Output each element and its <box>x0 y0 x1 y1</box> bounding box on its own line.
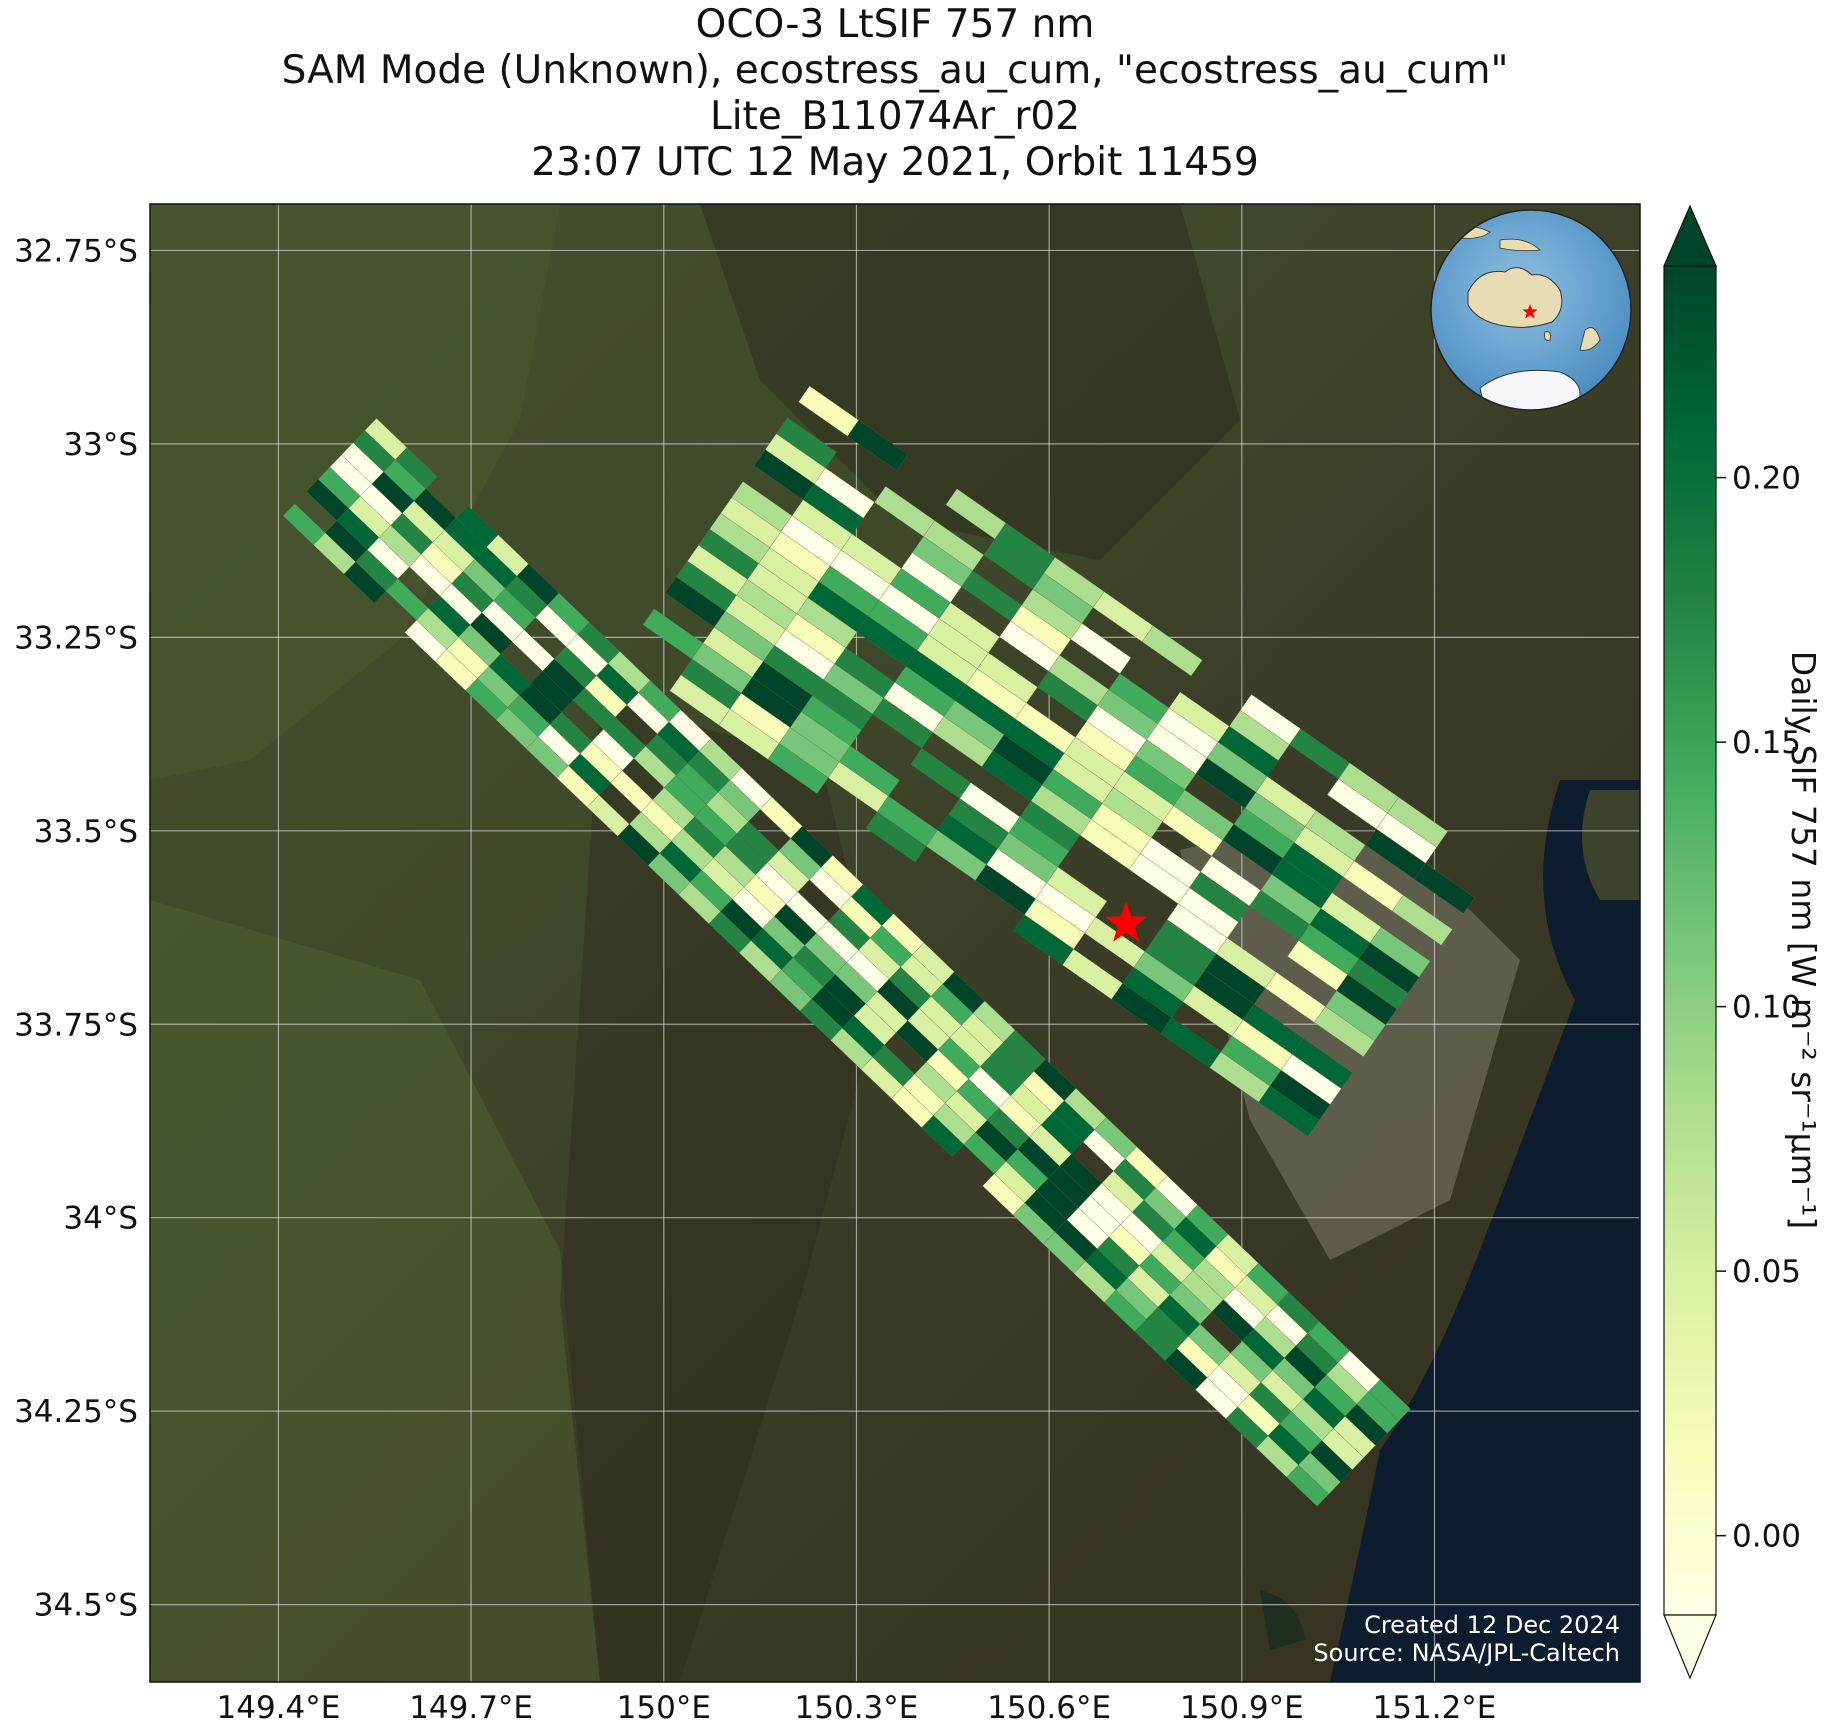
lat-tick-label: 34°S <box>63 1201 138 1237</box>
sif-footprint <box>343 561 387 604</box>
sif-footprint <box>767 743 829 794</box>
globe-inset <box>1430 209 1632 411</box>
lon-tick-label: 149.4°E <box>217 1690 341 1726</box>
globe-outline <box>1430 209 1632 411</box>
lon-tick-label: 150.3°E <box>795 1690 919 1726</box>
sif-footprint <box>847 419 909 471</box>
longitude-labels: 149.4°E 149.7°E 150°E 150.3°E 150.6°E 150.9°E… <box>217 1690 1497 1726</box>
lat-tick-label: 33.25°S <box>14 620 138 656</box>
sif-footprint <box>1286 1464 1330 1507</box>
colorbar-tick-label: 0.20 <box>1732 461 1801 497</box>
lat-tick-label: 32.75°S <box>14 233 138 269</box>
colorbar-tick-label: 0.15 <box>1732 725 1801 761</box>
colorbar-label: Daily SIF 757 nm [W m⁻² sr⁻¹μm⁻¹] <box>1784 651 1823 1230</box>
sif-footprint <box>921 1115 965 1158</box>
colorbar-tick-label: 0.05 <box>1732 1254 1801 1290</box>
title-line-4: 23:07 UTC 12 May 2021, Orbit 11459 <box>531 140 1259 185</box>
target-marker-layer <box>1105 901 1148 942</box>
sif-footprint <box>1258 1085 1320 1137</box>
sif-footprint <box>1141 625 1203 677</box>
sif-footprint <box>865 811 927 863</box>
latitude-labels: 32.75°S 33°S 33.25°S 33.5°S 33.75°S 34°S 34.25… <box>14 233 138 1623</box>
sif-footprint <box>1314 1006 1375 1057</box>
australia-shape <box>1467 267 1563 328</box>
title-line-2: SAM Mode (Unknown), ecostress_au_cum, "e… <box>281 48 1509 93</box>
inset-target-star-icon <box>1522 304 1538 319</box>
lat-tick-label: 33°S <box>63 427 138 463</box>
created-date-text: Created 12 Dec 2024 <box>1364 1611 1620 1639</box>
title-line-3: Lite_B11074Ar_r02 <box>709 94 1081 139</box>
lon-tick-label: 150°E <box>617 1690 711 1726</box>
colorbar-tick-label: 0.10 <box>1732 990 1801 1026</box>
lat-tick-label: 34.25°S <box>14 1394 138 1430</box>
lon-tick-label: 150.9°E <box>1180 1690 1304 1726</box>
colorbar: 0.00 0.05 0.10 0.15 0.20 Daily SIF 757 nm [W… <box>1663 204 1823 1680</box>
sif-footprint <box>1414 863 1475 914</box>
sif-swath-layer <box>282 385 1475 1507</box>
lon-tick-label: 149.7°E <box>409 1690 533 1726</box>
tasmania-shape <box>1544 331 1551 341</box>
colorbar-extend-min <box>1663 1614 1717 1680</box>
sif-footprint <box>1391 894 1453 946</box>
farmland-region <box>150 900 600 1682</box>
coastline-land <box>1582 790 1640 900</box>
colorbar-extend-max <box>1663 204 1717 267</box>
lon-tick-label: 151.2°E <box>1373 1690 1497 1726</box>
new-zealand-shape <box>1579 327 1601 351</box>
lat-tick-label: 33.5°S <box>34 814 138 850</box>
title-line-1: OCO-3 LtSIF 757 nm <box>695 2 1095 47</box>
lat-tick-label: 34.5°S <box>34 1588 138 1624</box>
lat-tick-label: 33.75°S <box>14 1007 138 1043</box>
colorbar-ticks: 0.00 0.05 0.10 0.15 0.20 <box>1716 461 1801 1555</box>
map-title: OCO-3 LtSIF 757 nm SAM Mode (Unknown), e… <box>150 2 1640 186</box>
target-star-icon <box>1105 901 1148 942</box>
lon-tick-label: 150.6°E <box>987 1690 1111 1726</box>
colorbar-gradient <box>1663 265 1717 1616</box>
colorbar-tick-label: 0.00 <box>1732 1519 1801 1555</box>
forest-region <box>700 204 1240 560</box>
map-frame <box>149 203 1641 1683</box>
new-guinea-shape <box>1499 238 1541 252</box>
ocean <box>1330 780 1640 1682</box>
source-credit-text: Source: NASA/JPL-Caltech <box>1313 1639 1620 1667</box>
